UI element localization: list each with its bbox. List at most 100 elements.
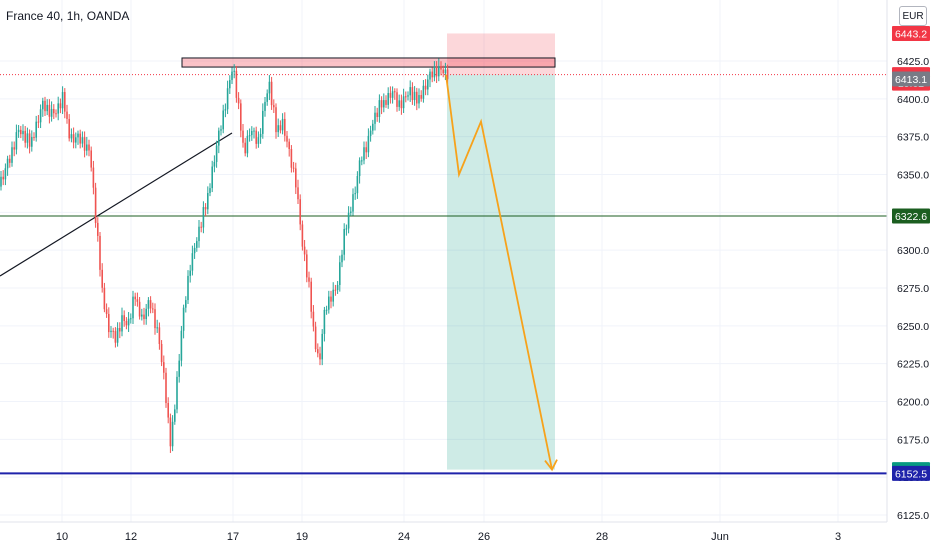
candle-body	[59, 103, 62, 109]
candle-body	[424, 85, 427, 90]
candle-body	[103, 287, 106, 310]
candle-body	[413, 91, 416, 101]
candle-body	[319, 353, 321, 360]
candle-body	[262, 110, 264, 134]
candle-body	[218, 130, 220, 146]
candle-body	[88, 144, 90, 151]
candle-body	[253, 130, 255, 132]
level-price-label: 6152.5	[895, 468, 927, 480]
candle-body	[336, 284, 339, 291]
candle-body	[416, 91, 418, 104]
candle-body	[213, 162, 216, 167]
y-tick-label: 6200.0	[897, 397, 929, 409]
candle-body	[339, 262, 341, 285]
candle-body	[207, 193, 209, 210]
candle-body	[325, 309, 328, 311]
candle-body	[273, 105, 275, 108]
candle-body	[125, 321, 128, 326]
candle-body	[156, 327, 158, 329]
candle-body	[361, 160, 363, 162]
candle-body	[259, 133, 262, 138]
candle-body	[240, 103, 242, 131]
candle-body	[387, 93, 389, 105]
candle-body	[343, 228, 345, 255]
candle-body	[42, 100, 44, 110]
candle-body	[231, 71, 233, 81]
candle-body	[251, 130, 253, 136]
candle-body	[178, 360, 180, 377]
support-price-label-bg	[892, 208, 930, 224]
candle-body	[409, 87, 411, 96]
candle-body	[365, 147, 367, 153]
candle-body	[149, 300, 152, 309]
candle-body	[152, 308, 154, 310]
projection-arrowhead	[544, 459, 558, 472]
candle-body	[44, 100, 46, 112]
candle-body	[328, 296, 330, 310]
currency-button[interactable]: EUR	[899, 6, 927, 26]
candle-body	[171, 421, 174, 447]
candle-body	[372, 123, 374, 131]
y-tick-label: 6125.0	[897, 510, 929, 522]
candle-body	[57, 103, 59, 114]
x-tick-label: 28	[596, 531, 608, 543]
candle-body	[226, 88, 229, 110]
candle-body	[174, 409, 176, 422]
candle-body	[284, 118, 286, 136]
candle-body	[200, 226, 202, 228]
stop-price-label: 6443.2	[895, 28, 927, 40]
candle-body	[209, 188, 211, 194]
candle-body	[389, 93, 392, 98]
candle-body	[182, 307, 185, 331]
candle-body	[141, 314, 143, 317]
x-tick-label: 26	[478, 531, 490, 543]
candle-body	[257, 137, 260, 144]
candle-body	[405, 96, 407, 98]
candle-body	[383, 100, 385, 108]
candle-body	[347, 212, 350, 229]
candle-body	[295, 168, 297, 188]
candle-body	[81, 137, 84, 144]
candle-body	[215, 145, 218, 163]
candle-body	[50, 108, 53, 117]
candle-body	[385, 100, 387, 105]
candle-body	[196, 241, 198, 248]
candle-body	[286, 135, 288, 142]
resistance-zone	[181, 57, 556, 68]
candle-body	[83, 137, 86, 151]
candle-body	[427, 79, 429, 90]
candle-body	[110, 330, 112, 333]
candle-body	[6, 158, 9, 169]
x-tick-label: 17	[227, 531, 239, 543]
candle-body	[154, 309, 156, 329]
candle-body	[354, 193, 356, 195]
candle-body	[134, 296, 136, 300]
y-tick-label: 6175.0	[897, 434, 929, 446]
candle-body	[101, 269, 103, 288]
candle-body	[222, 110, 224, 130]
support-price-label: 6322.6	[895, 211, 927, 223]
candle-body	[233, 70, 235, 72]
candle-body	[191, 253, 194, 271]
candle-body	[391, 91, 394, 98]
candle-body	[314, 326, 317, 350]
candle-body	[79, 133, 81, 144]
candle-body	[180, 330, 183, 361]
candle-body	[376, 112, 378, 117]
candle-body	[77, 133, 79, 138]
candle-body	[123, 315, 125, 322]
candle-body	[374, 112, 376, 124]
candle-body	[321, 333, 323, 360]
candle-body	[301, 224, 304, 247]
candle-body	[255, 130, 257, 144]
candle-body	[330, 296, 332, 302]
candle-body	[248, 135, 251, 137]
candle-body	[345, 228, 348, 230]
x-tick-label: 19	[296, 531, 308, 543]
y-tick-label: 6300.0	[897, 245, 929, 257]
trend-line	[0, 132, 233, 277]
last-price-label: 6413.1	[895, 74, 927, 86]
